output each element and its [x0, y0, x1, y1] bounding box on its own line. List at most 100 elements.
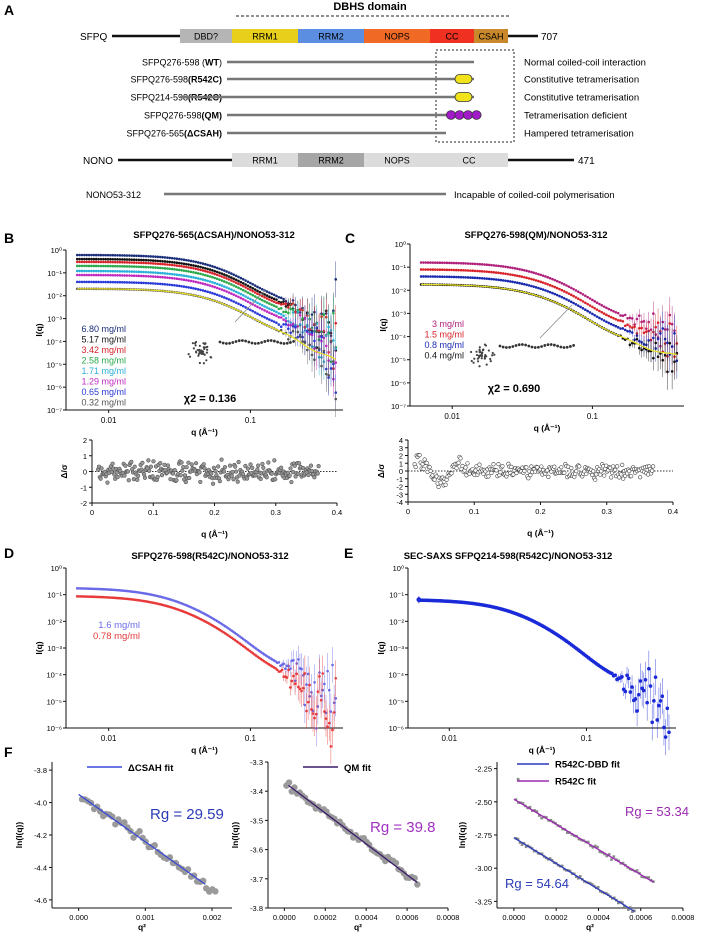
data-point: [579, 291, 582, 295]
data-point: [208, 271, 212, 274]
data-point: [508, 280, 512, 283]
data-point: [132, 274, 136, 277]
data-point: [452, 275, 456, 279]
data-point: [301, 340, 304, 343]
data-point: [525, 276, 528, 280]
data-point: [192, 267, 195, 270]
residual-point: [184, 465, 189, 470]
data-point: [440, 268, 444, 272]
y-tick-label: 10⁰: [395, 240, 406, 249]
data-point: [459, 275, 463, 279]
data-point: [194, 276, 198, 280]
data-point: [277, 316, 281, 319]
model-atom: [269, 339, 273, 342]
data-point: [154, 282, 157, 285]
y-tick-label: 10⁻⁵: [47, 360, 62, 369]
residual-point: [436, 484, 441, 490]
data-point: [670, 322, 674, 326]
panel-letter-d: D: [4, 545, 14, 561]
residual-point: [256, 463, 261, 468]
data-point: [297, 658, 300, 661]
data-point: [78, 280, 81, 284]
data-point: [579, 305, 582, 309]
y-tick-label: -2.25: [475, 765, 492, 774]
data-point: [440, 261, 444, 265]
data-point: [327, 721, 331, 725]
y-tick-label: 2: [83, 436, 87, 445]
data-point: [201, 289, 205, 292]
data-point: [166, 283, 169, 286]
data-point: [237, 295, 240, 299]
data-point: [306, 700, 310, 704]
residual-point: [178, 473, 183, 478]
data-point: [305, 329, 309, 333]
y-tick-label: 10⁻¹: [47, 269, 62, 278]
data-point: [123, 265, 126, 268]
data-point: [149, 261, 153, 265]
model-atom: [205, 359, 208, 362]
residual-point: [443, 482, 448, 487]
residual-point: [552, 464, 557, 469]
model-atom: [289, 341, 292, 344]
legend-label: R542C fit: [555, 777, 597, 788]
data-point: [433, 261, 437, 264]
guinier-point: [617, 901, 620, 905]
data-point: [268, 302, 271, 305]
data-point: [120, 254, 124, 257]
data-point: [187, 259, 190, 262]
residual-point: [168, 477, 173, 482]
residual-point: [219, 457, 224, 462]
data-point: [218, 287, 221, 291]
data-point: [94, 269, 98, 273]
data-point: [308, 683, 312, 687]
data-point: [251, 309, 255, 313]
data-point: [642, 688, 646, 693]
y-tick-label: 10⁻⁷: [47, 406, 62, 415]
data-point: [485, 263, 489, 267]
data-point: [466, 276, 470, 279]
data-point: [177, 261, 181, 265]
data-point: [204, 269, 207, 273]
data-point: [80, 269, 84, 273]
data-point: [569, 286, 573, 290]
inset-pointer: [234, 289, 266, 323]
data-point: [201, 282, 205, 285]
data-point: [576, 297, 580, 300]
data-point: [270, 299, 274, 302]
data-point: [270, 292, 274, 296]
data-point: [239, 287, 243, 291]
data-point: [225, 290, 228, 293]
residual-point: [187, 475, 192, 481]
x-tick-label: 0.4: [332, 508, 342, 517]
data-point: [462, 269, 465, 272]
data-point: [196, 268, 200, 271]
data-point: [287, 306, 290, 309]
x-tick-label: 0.001: [136, 913, 155, 922]
data-point: [142, 274, 145, 278]
residual-point: [250, 465, 255, 470]
y-tick-label: 10⁻⁶: [47, 383, 62, 392]
data-point: [623, 313, 627, 317]
data-point: [230, 292, 233, 295]
model-atom: [478, 346, 481, 349]
data-point: [196, 277, 200, 280]
data-point: [277, 301, 281, 305]
data-point: [272, 293, 276, 297]
data-point: [213, 276, 217, 280]
guinier-point: [610, 858, 613, 861]
data-point: [253, 284, 257, 287]
data-point: [454, 268, 458, 272]
data-point: [630, 685, 634, 689]
residual-point: [602, 473, 607, 478]
sfpq-domain-label: RRM1: [252, 32, 278, 42]
data-point: [478, 269, 482, 273]
guinier-point: [603, 852, 606, 856]
data-point: [132, 258, 136, 262]
model-atom: [521, 343, 524, 346]
data-point: [518, 281, 521, 285]
data-point: [97, 260, 100, 264]
data-point: [317, 347, 321, 350]
guinier-point: [548, 857, 552, 860]
y-axis-label: ln(I(q)): [14, 822, 24, 849]
data-point: [623, 689, 628, 694]
